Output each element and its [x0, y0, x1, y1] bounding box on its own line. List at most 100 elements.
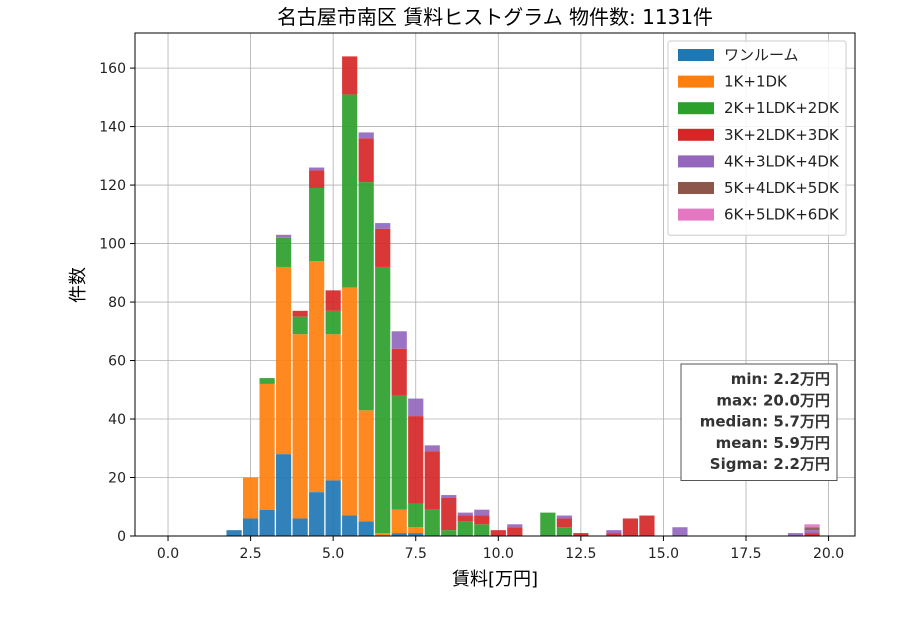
bar-segment-4: [391, 348, 407, 396]
legend-swatch: [678, 75, 714, 88]
bar-segment-5: [375, 223, 391, 229]
bars: [226, 56, 820, 536]
bar-segment-3: [441, 530, 457, 536]
x-tick-label: 10.0: [483, 546, 514, 562]
legend-label: 5K+4LDK+5DK: [724, 179, 840, 197]
stats-box: min: 2.2万円 max: 20.0万円 median: 5.7万円 mean: …: [680, 363, 838, 481]
bar-segment-3: [424, 509, 440, 536]
legend-swatch: [678, 102, 714, 115]
legend-swatch: [678, 208, 714, 221]
y-tick-label: 100: [99, 237, 126, 253]
x-tick-label: 5.0: [322, 546, 344, 562]
bar-segment-3: [556, 527, 572, 536]
stats-line: min: 2.2万円: [731, 370, 830, 388]
y-tick-label: 20: [108, 471, 126, 487]
legend-label: ワンルーム: [724, 46, 799, 64]
bar-segment-4: [375, 228, 391, 267]
bar-segment-1: [292, 518, 308, 536]
legend-label: 6K+5LDK+6DK: [724, 206, 840, 224]
bar-segment-2: [243, 477, 259, 519]
legend-label: 4K+3LDK+4DK: [724, 152, 840, 170]
bar-segment-4: [556, 518, 572, 528]
bar-segment-3: [276, 237, 292, 267]
x-tick-label: 7.5: [405, 546, 427, 562]
bar-segment-3: [325, 310, 341, 335]
bar-segment-5: [672, 527, 688, 536]
bar-segment-3: [457, 521, 473, 536]
bar-segment-3: [408, 503, 424, 528]
bar-segment-1: [325, 480, 341, 536]
bar-segment-1: [342, 515, 358, 536]
y-tick-label: 40: [108, 412, 126, 428]
stats-line: max: 20.0万円: [716, 391, 830, 409]
x-tick-label: 2.5: [239, 546, 261, 562]
bar-segment-4: [804, 533, 820, 536]
bar-segment-2: [309, 261, 325, 493]
legend-label: 3K+2LDK+3DK: [724, 126, 840, 144]
bar-segment-4: [309, 170, 325, 188]
bar-segment-2: [408, 527, 424, 534]
bar-segment-1: [358, 521, 374, 536]
bar-segment-3: [391, 395, 407, 510]
bar-segment-5: [309, 167, 325, 171]
bar-segment-5: [457, 512, 473, 516]
bar-segment-4: [474, 515, 490, 525]
bar-segment-6: [804, 527, 820, 531]
legend-label: 2K+1LDK+2DK: [724, 99, 840, 117]
bar-segment-2: [276, 266, 292, 455]
bar-segment-1: [259, 509, 275, 536]
x-tick-label: 20.0: [813, 546, 844, 562]
bar-segment-2: [292, 334, 308, 519]
bar-segment-3: [540, 512, 556, 536]
bar-segment-1: [226, 530, 242, 536]
bar-segment-4: [457, 515, 473, 522]
bar-segment-3: [358, 182, 374, 411]
bar-segment-4: [342, 56, 358, 95]
bar-segment-4: [358, 138, 374, 183]
stats-box-frame: [680, 363, 838, 481]
bar-segment-5: [787, 533, 804, 536]
bar-segment-3: [375, 266, 391, 534]
bar-segment-3: [259, 378, 275, 384]
bar-segment-5: [424, 445, 440, 452]
bar-segment-5: [804, 530, 820, 534]
bar-segment-4: [507, 527, 523, 536]
bar-segment-4: [573, 533, 589, 536]
bar-segment-4: [606, 533, 622, 536]
bar-segment-4: [639, 515, 655, 536]
bar-segment-2: [391, 509, 407, 534]
legend-swatch: [678, 128, 714, 141]
bar-segment-2: [259, 383, 275, 510]
bar-segment-3: [474, 524, 490, 536]
y-tick-label: 120: [99, 178, 126, 194]
bar-segment-5: [408, 398, 424, 417]
bar-segment-5: [276, 234, 292, 238]
plot-frame: [134, 32, 856, 537]
legend-label: 1K+1DK: [724, 73, 788, 91]
chart-title: 名古屋市南区 賃料ヒストグラム 物件数: 1131件: [277, 5, 713, 29]
x-tick-label: 15.0: [648, 546, 679, 562]
bar-segment-5: [474, 509, 490, 516]
bar-segment-1: [243, 518, 259, 536]
bar-segment-4: [424, 451, 440, 510]
stats-line: median: 5.7万円: [700, 413, 830, 431]
y-tick-label: 0: [117, 529, 126, 545]
bar-segment-4: [325, 290, 341, 311]
bar-segment-2: [358, 410, 374, 522]
bar-segment-2: [342, 287, 358, 516]
bar-segment-4: [622, 518, 639, 536]
bar-segment-5: [391, 331, 407, 349]
bar-segment-5: [556, 515, 572, 519]
x-axis-label: 賃料[万円]: [452, 569, 538, 590]
bar-segment-5: [441, 495, 457, 498]
stats-line: Sigma: 2.2万円: [710, 455, 830, 473]
y-tick-label: 160: [99, 61, 126, 77]
bar-segment-4: [441, 497, 457, 531]
bar-segment-1: [309, 492, 325, 536]
bar-segment-3: [309, 187, 325, 262]
y-tick-label: 80: [108, 295, 126, 311]
y-tick-label: 60: [108, 354, 126, 370]
y-axis-label: 件数: [68, 267, 89, 303]
legend-swatch: [678, 155, 714, 168]
